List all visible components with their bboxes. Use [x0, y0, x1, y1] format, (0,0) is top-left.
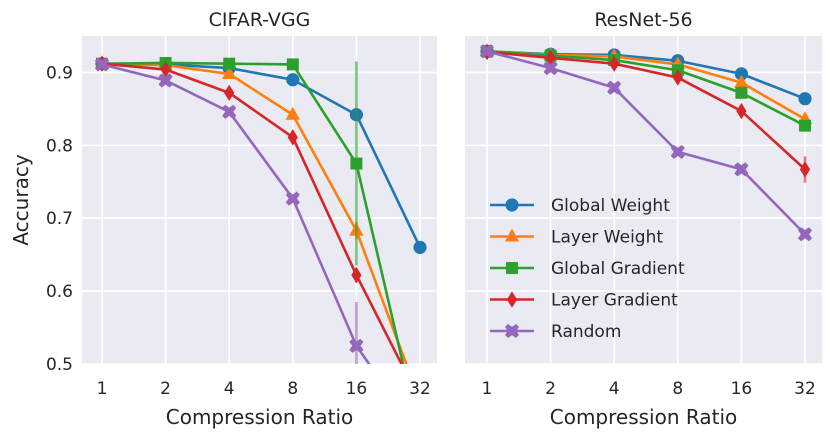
- x-tick-label: 2: [545, 379, 556, 399]
- series-line-global-gradient: [486, 50, 806, 127]
- x-tick-label: 16: [731, 379, 753, 399]
- data-point-layer-gradient: [736, 102, 747, 120]
- plot-area-background: [82, 36, 437, 364]
- x-tick-label: 32: [409, 379, 431, 399]
- legend-label: Global Weight: [551, 196, 670, 216]
- data-point-random: [158, 73, 173, 88]
- x-tick-label: 4: [224, 379, 235, 399]
- data-point-global-weight: [413, 240, 427, 254]
- x-axis-label: Compression Ratio: [550, 405, 737, 429]
- series-layer-gradient: [96, 55, 403, 364]
- data-point-random: [670, 144, 685, 159]
- x-tick-label: 4: [609, 379, 620, 399]
- data-point-layer-gradient: [799, 161, 811, 178]
- legend-label: Layer Gradient: [551, 291, 678, 311]
- data-point-layer-gradient: [224, 84, 235, 102]
- legend-item-global-gradient: Global Gradient: [490, 259, 685, 279]
- legend-item-layer-gradient: Layer Gradient: [490, 291, 678, 311]
- data-point-global-weight: [286, 73, 300, 87]
- data-point-random: [413, 430, 426, 438]
- legend-item-layer-weight: Layer Weight: [490, 228, 663, 248]
- series-line-layer-weight: [101, 62, 408, 364]
- series-random: [94, 57, 426, 438]
- x-tick-label: 1: [482, 379, 493, 399]
- x-tick-label: 2: [160, 379, 171, 399]
- data-point-random: [797, 227, 813, 242]
- data-point-layer-weight: [285, 106, 300, 120]
- data-point-global-gradient: [350, 157, 363, 170]
- data-point-random: [222, 104, 237, 119]
- legend-item-random: Random: [490, 322, 621, 342]
- y-tick-label: 0.5: [46, 355, 73, 375]
- x-tick-label: 1: [97, 379, 108, 399]
- data-point-random: [285, 191, 300, 206]
- data-point-global-weight: [798, 92, 812, 106]
- legend-label: Layer Weight: [551, 228, 663, 248]
- data-point-global-gradient: [735, 86, 748, 99]
- x-tick-label: 16: [346, 379, 368, 399]
- panel-resnet-56: 1 2 4 8 16 32 ResNet-56 Compression Ratio: [465, 9, 822, 429]
- y-tick-label: 0.8: [46, 136, 73, 156]
- x-tick-labels: 1 2 4 8 16 32: [97, 379, 431, 399]
- series-line-global-gradient: [101, 61, 405, 364]
- data-point-random: [479, 44, 495, 59]
- panel-cifar-vgg: 1 2 4 8 16 32 0.5 0.6 0.7 0.8 0.9 CIFAR-VGG Compr…: [9, 9, 437, 438]
- legend-marker: [504, 228, 520, 242]
- series-random: [479, 44, 813, 242]
- data-point-random: [607, 80, 622, 95]
- chart-title: CIFAR-VGG: [209, 9, 311, 31]
- x-tick-label: 8: [287, 379, 298, 399]
- series-lines: [479, 43, 813, 242]
- legend-label: Global Gradient: [551, 259, 685, 279]
- legend-label: Random: [551, 322, 621, 342]
- y-tick-labels: 0.5 0.6 0.7 0.8 0.9: [46, 63, 73, 375]
- data-point-global-gradient: [799, 119, 811, 132]
- data-point-layer-gradient: [609, 55, 620, 72]
- data-point-layer-gradient: [351, 266, 362, 284]
- series-line-random: [486, 50, 806, 236]
- y-tick-label: 0.9: [46, 63, 73, 83]
- series-line-layer-gradient: [486, 50, 806, 171]
- x-axis-label: Compression Ratio: [166, 405, 353, 429]
- legend: Global Weight Layer Weight Global Gradient…: [490, 196, 685, 342]
- data-point-layer-gradient: [287, 129, 298, 146]
- chart-title: ResNet-56: [594, 9, 692, 31]
- y-axis-label: Accuracy: [9, 154, 33, 245]
- y-tick-label: 0.6: [46, 282, 73, 302]
- series-lines: [94, 55, 427, 438]
- legend-item-global-weight: Global Weight: [490, 196, 670, 216]
- legend-marker: [505, 198, 519, 212]
- x-tick-label: 8: [672, 379, 683, 399]
- data-point-random: [734, 162, 749, 177]
- plot-area-background: [465, 36, 822, 364]
- legend-marker: [504, 323, 520, 339]
- legend-marker: [506, 291, 518, 308]
- data-point-random: [349, 338, 364, 353]
- data-point-global-gradient: [223, 57, 236, 70]
- x-tick-labels: 1 2 4 8 16 32: [482, 379, 816, 399]
- data-point-layer-gradient: [672, 69, 683, 86]
- x-tick-label: 32: [794, 379, 816, 399]
- legend-marker: [506, 262, 518, 274]
- data-point-layer-weight: [222, 65, 237, 79]
- data-point-global-gradient: [414, 431, 425, 438]
- grid-lines: [465, 36, 822, 365]
- y-tick-label: 0.7: [46, 209, 73, 229]
- data-point-global-gradient: [286, 58, 299, 71]
- series-line-layer-gradient: [101, 62, 403, 364]
- series-line-random: [101, 63, 371, 364]
- data-point-random: [94, 57, 110, 72]
- data-point-random: [543, 61, 558, 76]
